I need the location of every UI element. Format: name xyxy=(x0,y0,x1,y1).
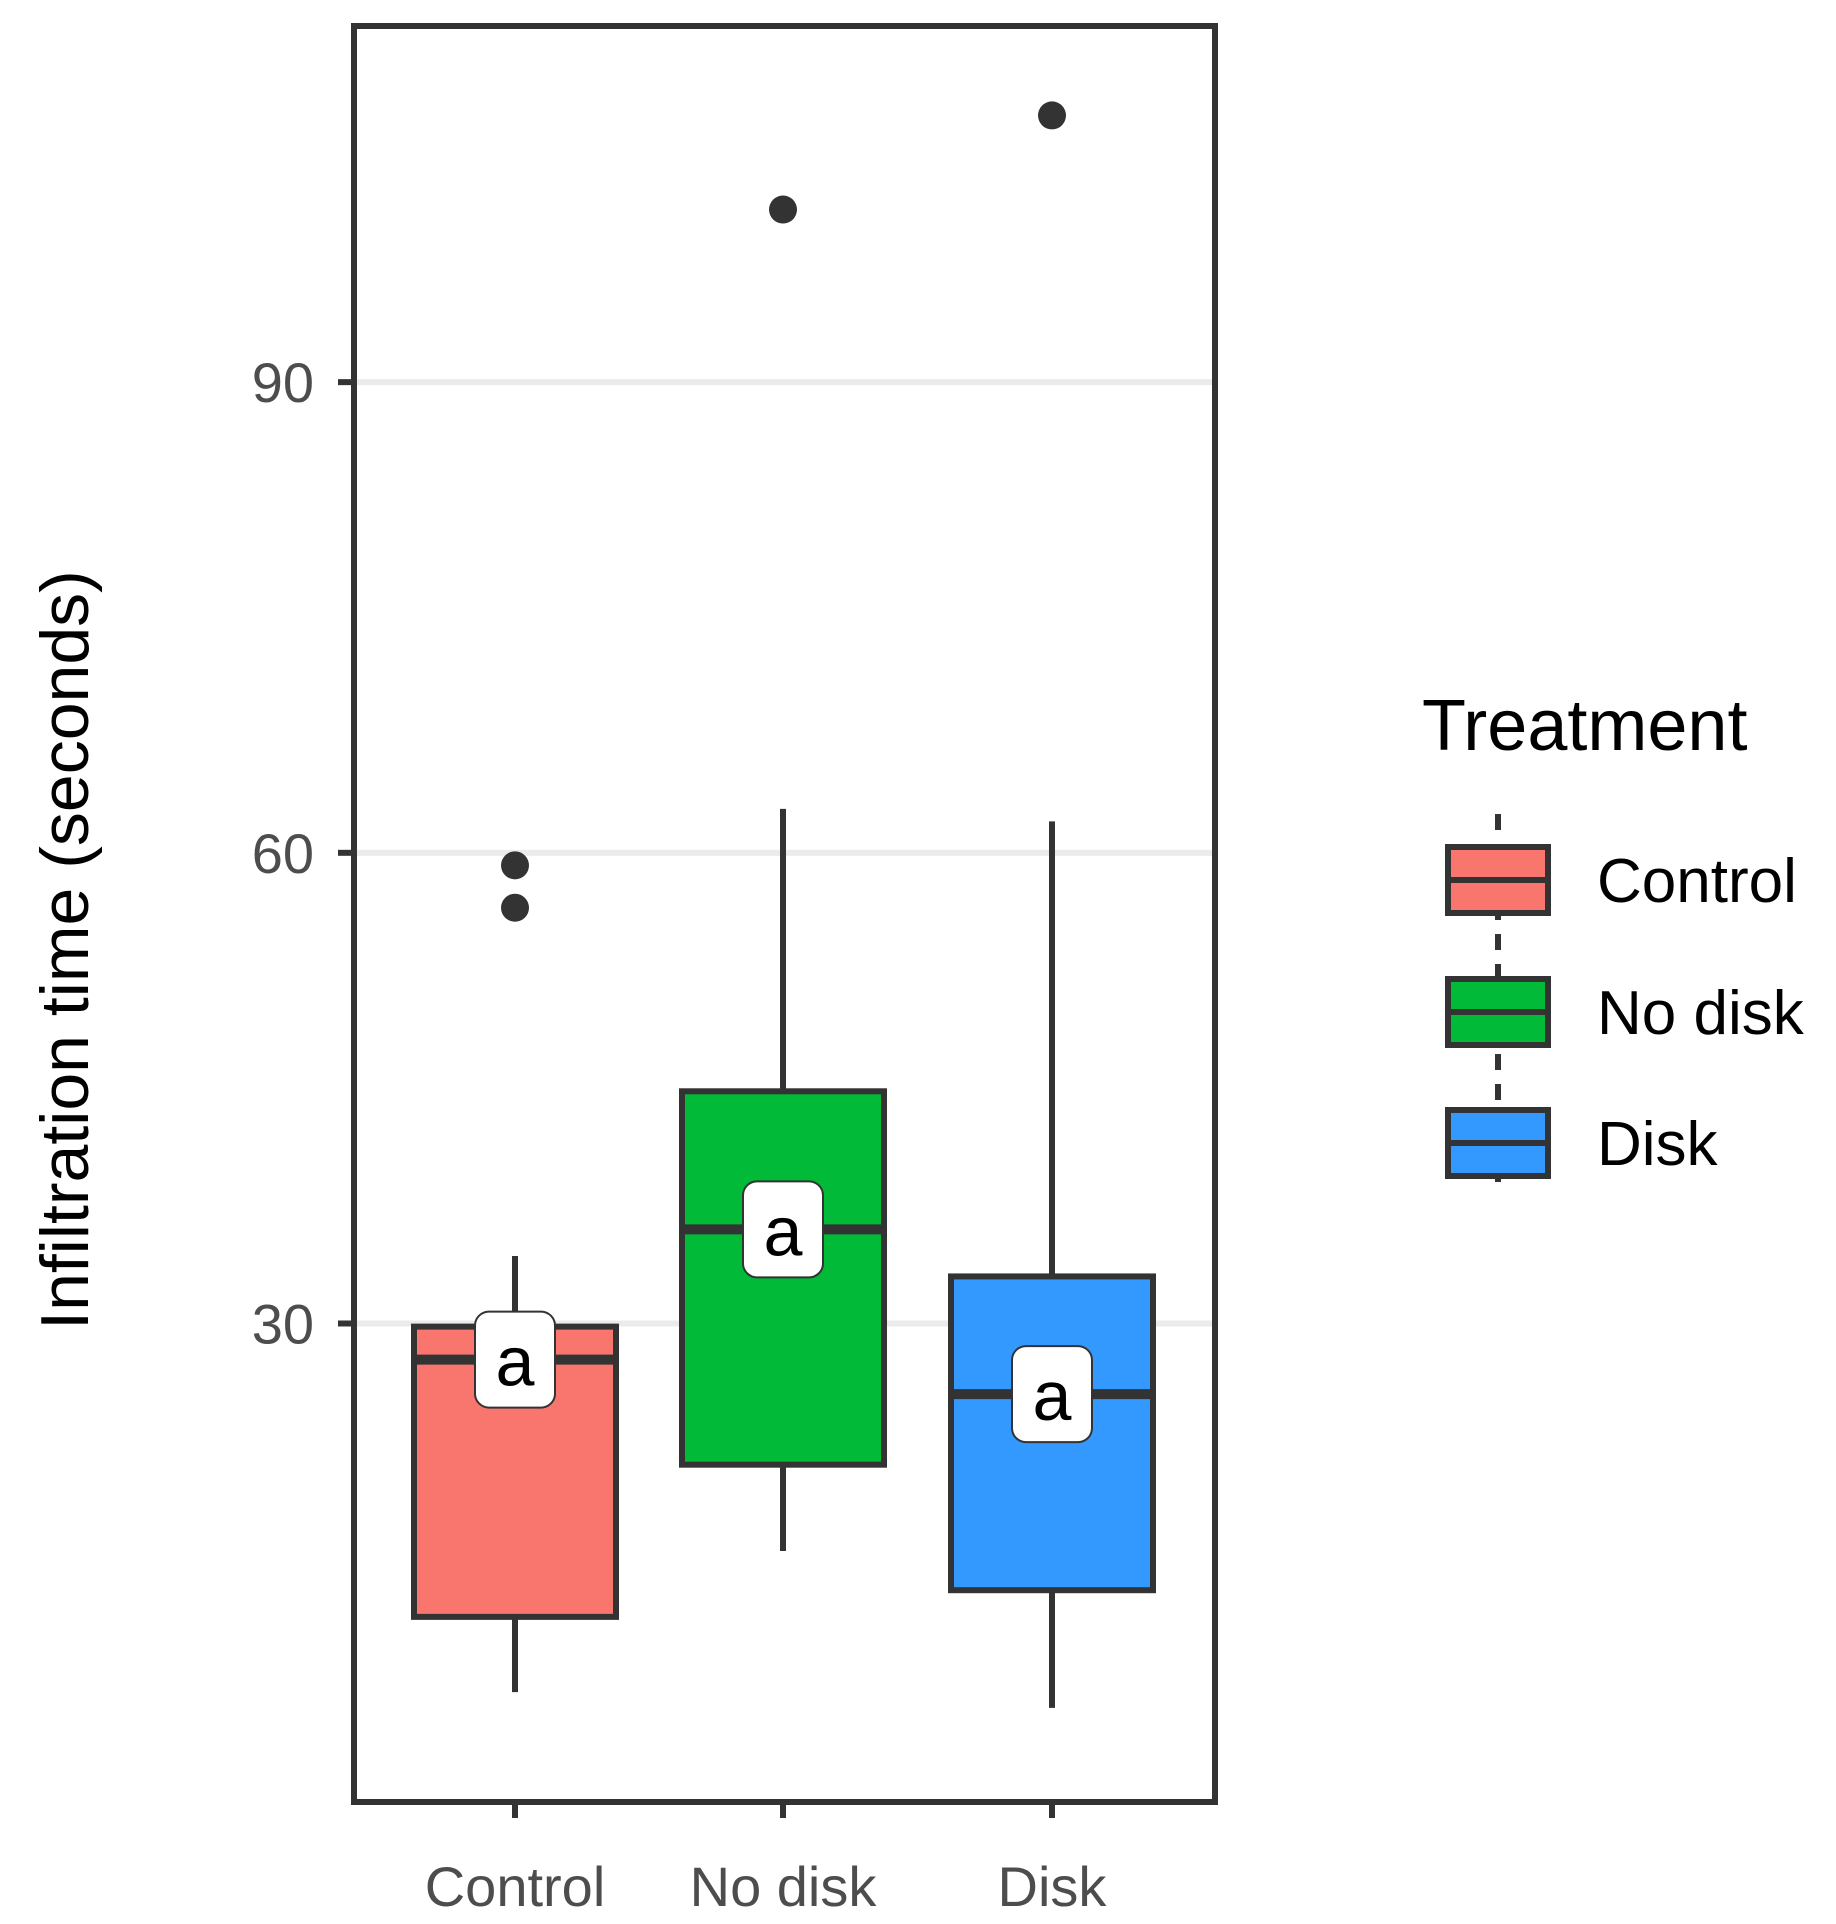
outlier-point xyxy=(501,851,529,880)
outlier-point xyxy=(1038,101,1066,130)
legend-item-disk: Disk xyxy=(1445,1107,1719,1179)
boxes: a a a xyxy=(411,101,1156,1708)
x-tick-label: Control xyxy=(425,1855,606,1918)
significance-label: a xyxy=(764,1192,803,1270)
axes: 30 60 90 Control No disk Disk xyxy=(252,351,1108,1918)
outlier-point xyxy=(501,893,529,922)
y-tick-label: 90 xyxy=(252,351,314,414)
significance-label-box xyxy=(742,1180,824,1279)
significance-label-box xyxy=(474,1310,556,1409)
legend-label: Control xyxy=(1597,847,1797,916)
y-axis-title: Infiltration time (seconds) xyxy=(27,570,103,1330)
x-tick-label: No disk xyxy=(690,1855,878,1918)
box-disk: a xyxy=(948,101,1156,1708)
outlier-point xyxy=(769,195,797,224)
y-tick-label: 30 xyxy=(252,1292,314,1355)
box-control: a xyxy=(411,851,619,1693)
y-tick-label: 60 xyxy=(252,822,314,885)
significance-label-box xyxy=(1011,1345,1093,1444)
legend-label: No disk xyxy=(1597,979,1805,1048)
x-tick-label: Disk xyxy=(998,1855,1108,1918)
legend: Treatment Control No disk Disk xyxy=(1422,686,1805,1182)
significance-label: a xyxy=(1033,1357,1072,1435)
legend-title: Treatment xyxy=(1422,686,1747,766)
legend-item-control: Control xyxy=(1445,844,1797,916)
significance-label: a xyxy=(496,1323,535,1401)
box-no-disk: a xyxy=(679,195,887,1551)
legend-label: Disk xyxy=(1597,1110,1719,1179)
legend-item-no-disk: No disk xyxy=(1445,976,1805,1048)
